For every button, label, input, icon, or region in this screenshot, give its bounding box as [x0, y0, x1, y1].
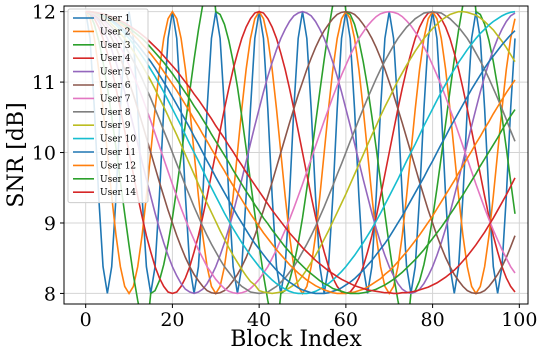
x-tick-label: 40 [247, 309, 271, 331]
plot-frame [63, 5, 529, 305]
legend-label: User 14 [100, 188, 136, 198]
series-line-user-4 [85, 10, 516, 295]
y-axis-label: SNR [dB] [4, 102, 29, 207]
series-line-user-8 [85, 10, 516, 295]
series-line-user-5 [85, 10, 516, 295]
x-tick-label: 20 [160, 309, 184, 331]
x-axis-label: Block Index [230, 327, 362, 352]
legend-label: User 7 [100, 94, 131, 104]
legend-label: User 9 [100, 121, 131, 131]
legend-label: User 8 [100, 108, 131, 118]
legend-label: User 11 [100, 148, 136, 158]
legend-label: User 13 [100, 175, 136, 185]
legend: User 1 User 2 User 3 User 4 User 5 User 6 User… [67, 8, 149, 204]
legend-box [67, 8, 149, 204]
series-line-user-9 [85, 10, 516, 295]
y-tick-label: 12 [32, 2, 56, 24]
y-tick-label: 8 [44, 283, 56, 305]
legend-label: User 3 [100, 41, 131, 51]
legend-label: User 4 [100, 54, 131, 64]
x-tick-label: 100 [501, 309, 537, 331]
series-line-user-7 [85, 10, 516, 295]
series-line-user-1 [84, 11, 516, 294]
legend-label: User 5 [100, 68, 131, 78]
legend-label: User 12 [100, 161, 136, 171]
axis-ticks: 0 20 40 60 80 100 8 9 10 11 12 [32, 2, 538, 331]
x-tick-label: 80 [421, 309, 445, 331]
x-tick-label: 60 [334, 309, 358, 331]
y-tick-label: 9 [44, 213, 56, 235]
series-line-user-12 [85, 10, 516, 295]
series-line-user-2 [84, 10, 516, 295]
series-line-user-6 [85, 10, 516, 295]
legend-label: User 2 [100, 27, 130, 37]
y-tick-label: 11 [32, 72, 56, 94]
x-tick-label: 0 [80, 309, 92, 331]
legend-label: User 10 [100, 135, 136, 145]
legend-label: User 6 [100, 81, 131, 91]
series-line-user-11 [85, 10, 516, 295]
series-line-user-14 [85, 10, 516, 295]
series-lines [84, 6, 516, 304]
y-tick-label: 10 [32, 143, 56, 165]
legend-label: User 1 [100, 14, 130, 24]
series-line-user-13 [85, 10, 516, 295]
series-line-user-10 [85, 10, 516, 295]
